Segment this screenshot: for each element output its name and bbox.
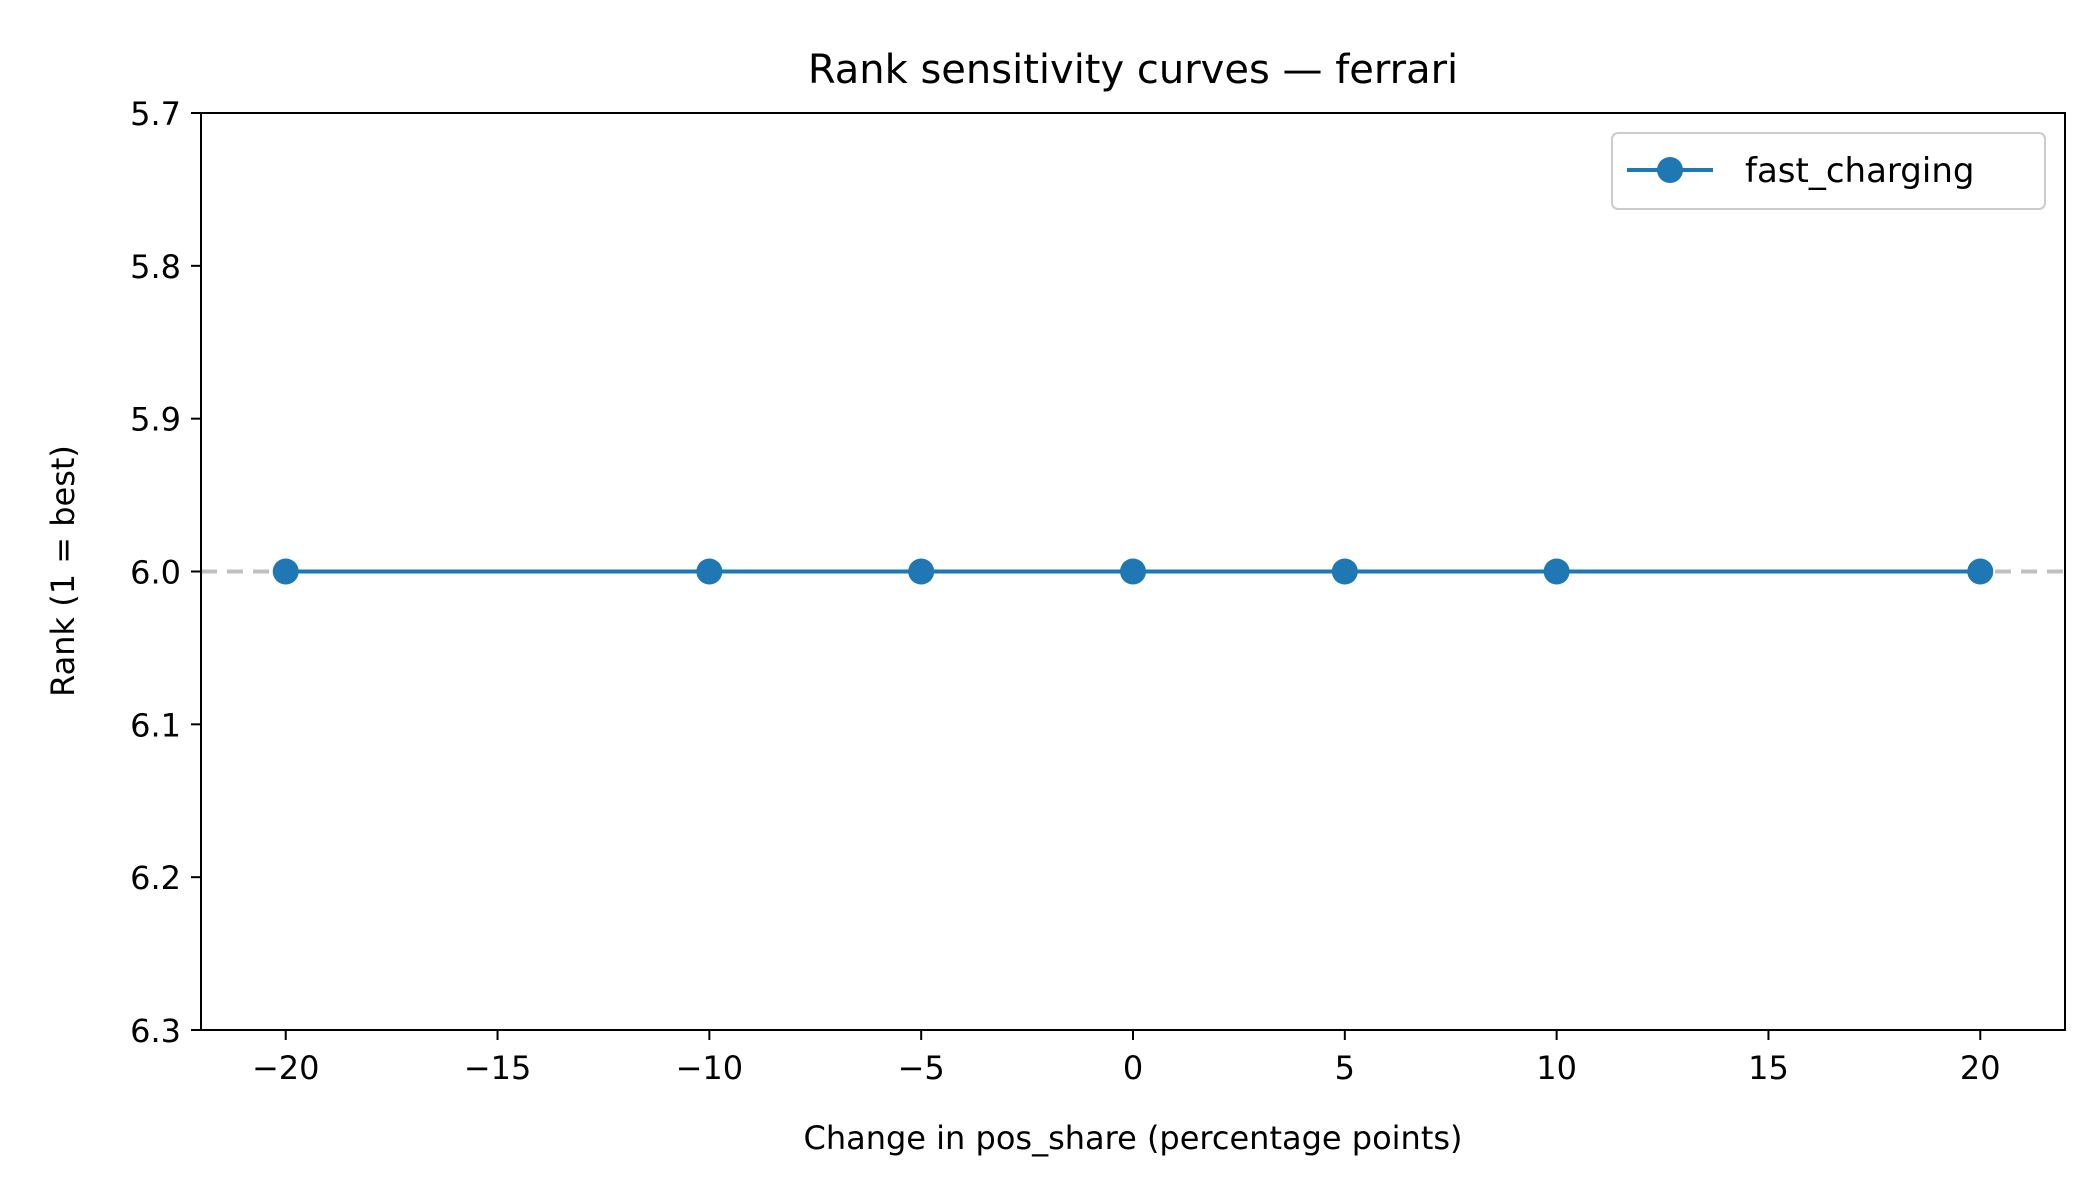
y-tick-label: 5.7 [130, 95, 181, 133]
x-tick-label: 10 [1536, 1049, 1577, 1087]
plot-area [201, 558, 2065, 585]
y-tick-label: 6.0 [130, 554, 181, 592]
x-tick-label: 0 [1123, 1049, 1143, 1087]
y-tick-label: 6.2 [130, 859, 181, 897]
x-tick-label: −20 [252, 1049, 320, 1087]
x-tick-label: −15 [464, 1049, 532, 1087]
legend-entry-label: fast_charging [1745, 151, 1974, 191]
data-point [908, 558, 935, 585]
legend-box [1611, 132, 2046, 210]
x-tick-label: 20 [1960, 1049, 2001, 1087]
y-tick-label: 6.3 [130, 1012, 181, 1050]
y-tick-label: 6.1 [130, 706, 181, 744]
x-tick-label: −10 [676, 1049, 744, 1087]
x-axis-title: Change in pos_share (percentage points) [803, 1119, 1462, 1157]
y-tick-label: 5.8 [130, 248, 181, 286]
data-point [1543, 558, 1570, 585]
y-axis: 5.7 5.8 5.9 6.0 6.1 6.2 6.3 [130, 95, 201, 1050]
data-point [696, 558, 723, 585]
legend: fast_charging [1611, 132, 2046, 210]
data-point [1120, 558, 1146, 585]
y-axis-title: Rank (1 = best) [44, 445, 82, 697]
y-tick-label: 5.9 [130, 401, 181, 439]
x-tick-label: 5 [1335, 1049, 1355, 1087]
x-axis: −20 −15 −10 −5 0 5 10 15 20 [252, 1030, 2001, 1087]
data-point [1331, 558, 1358, 585]
x-tick-label: 15 [1748, 1049, 1789, 1087]
data-point [272, 558, 299, 585]
x-tick-label: −5 [898, 1049, 945, 1087]
legend-marker-sample [1657, 157, 1683, 183]
chart-title: Rank sensitivity curves — ferrari [808, 47, 1458, 93]
data-point [1967, 558, 1994, 585]
